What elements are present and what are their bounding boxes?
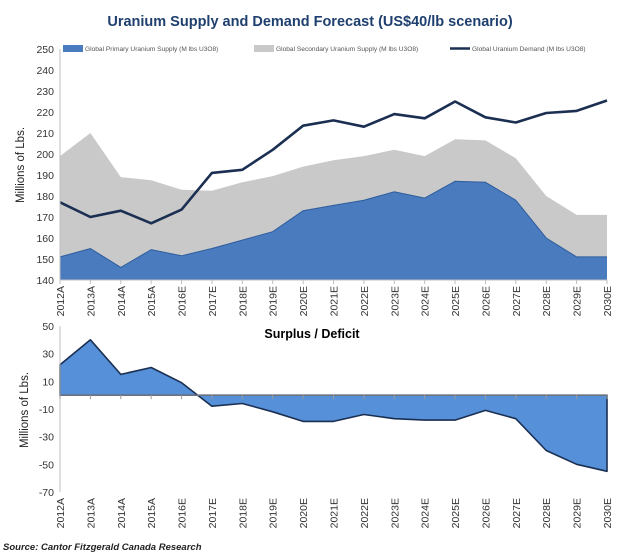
top-x-tick-label: 2028E <box>541 286 553 316</box>
bottom-x-tick-label: 2013A <box>85 498 97 528</box>
top-x-tick-label: 2030E <box>602 286 614 316</box>
bottom-y-tick-label: 30 <box>42 349 54 361</box>
top-x-tick-label: 2019E <box>268 286 280 316</box>
legend-label: Global Secondary Uranium Supply (M lbs U… <box>276 46 418 53</box>
bottom-x-tick-label: 2026E <box>480 498 492 528</box>
top-x-tick-label: 2015A <box>146 286 158 316</box>
bottom-x-tick-label: 2029E <box>572 498 584 528</box>
bottom-x-tick-label: 2021E <box>329 498 341 528</box>
top-x-tick-label: 2023E <box>389 286 401 316</box>
bottom-y-tick-label: 50 <box>42 321 54 333</box>
bottom-x-tick-label: 2016E <box>177 498 189 528</box>
top-y-tick-label: 210 <box>36 128 54 140</box>
bottom-y-tick-label: -30 <box>39 432 54 444</box>
bottom-y-tick-label: -10 <box>39 404 54 416</box>
legend-label: Global Primary Uranium Supply (M lbs U3O… <box>85 46 218 53</box>
top-y-tick-label: 240 <box>36 65 54 77</box>
bottom-x-tick-label: 2027E <box>511 498 523 528</box>
top-y-tick-label: 230 <box>36 86 54 98</box>
top-y-tick-label: 150 <box>36 254 54 266</box>
bottom-x-tick-label: 2019E <box>268 498 280 528</box>
top-y-tick-label: 200 <box>36 149 54 161</box>
top-x-tick-label: 2025E <box>450 286 462 316</box>
bottom-x-tick-label: 2015A <box>146 498 158 528</box>
top-x-tick-label: 2024E <box>420 286 432 316</box>
bottom-x-tick-label: 2028E <box>541 498 553 528</box>
bottom-x-tick-label: 2012A <box>55 498 67 528</box>
bottom-y-tick-label: -70 <box>39 487 54 499</box>
bottom-y-tick-label: -50 <box>39 459 54 471</box>
primary-supply-edge <box>59 180 607 268</box>
surplus-deficit-plot: -70 -50 -30 -10 10 30 50 2012A 2013A 2014A 2015A 20… <box>39 321 614 528</box>
top-y-tick-label: 180 <box>36 191 54 203</box>
top-x-tick-label: 2027E <box>511 286 523 316</box>
top-y-tick-label: 140 <box>36 275 54 287</box>
top-y-tick-label: 220 <box>36 107 54 119</box>
bottom-x-tick-label: 2024E <box>420 498 432 528</box>
bottom-x-tick-label: 2018E <box>237 498 249 528</box>
top-y-tick-label: 250 <box>36 44 54 56</box>
bottom-x-tick-label: 2017E <box>207 498 219 528</box>
top-y-tick-label: 160 <box>36 233 54 245</box>
legend-swatch <box>63 45 83 52</box>
top-y-axis-label: Millions of Lbs. <box>15 127 27 203</box>
top-x-tick-label: 2016E <box>177 286 189 316</box>
surplus-deficit-area <box>59 339 608 473</box>
bottom-x-tick-label: 2014A <box>116 498 128 528</box>
top-x-tick-label: 2017E <box>207 286 219 316</box>
surplus-deficit-title: Surplus / Deficit <box>264 327 360 341</box>
top-x-tick-label: 2014A <box>116 286 128 316</box>
top-x-tick-label: 2018E <box>237 286 249 316</box>
top-x-tick-label: 2022E <box>359 286 371 316</box>
chart-title: Uranium Supply and Demand Forecast (US$4… <box>107 14 512 30</box>
bottom-x-tick-label: 2030E <box>602 498 614 528</box>
primary-supply-area <box>60 181 607 280</box>
bottom-x-tick-label: 2022E <box>359 498 371 528</box>
bottom-y-axis-label: Millions of Lbs. <box>19 372 31 448</box>
bottom-y-tick-label: 10 <box>42 376 54 388</box>
supply-demand-plot: 140 150 160 170 180 190 200 210 220 230 240 250 2012… <box>36 44 614 316</box>
bottom-x-tick-label: 2025E <box>450 498 462 528</box>
legend-label: Global Uranium Demand (M lbs U3O8) <box>472 46 586 53</box>
demand-line <box>59 99 608 225</box>
top-x-tick-label: 2026E <box>480 286 492 316</box>
bottom-x-tick-label: 2020E <box>298 498 310 528</box>
top-x-tick-label: 2021E <box>329 286 341 316</box>
source-note: Source: Cantor Fitzgerald Canada Researc… <box>3 542 202 553</box>
secondary-supply-area <box>60 133 607 268</box>
top-y-tick-label: 190 <box>36 170 54 182</box>
top-y-tick-label: 170 <box>36 212 54 224</box>
top-x-tick-label: 2013A <box>85 286 97 316</box>
top-x-tick-label: 2029E <box>572 286 584 316</box>
bottom-x-tick-label: 2023E <box>389 498 401 528</box>
top-x-tick-label: 2012A <box>55 286 67 316</box>
legend-swatch <box>254 45 274 52</box>
legend: Global Primary Uranium Supply (M lbs U3O… <box>63 45 586 53</box>
top-x-tick-label: 2020E <box>298 286 310 316</box>
